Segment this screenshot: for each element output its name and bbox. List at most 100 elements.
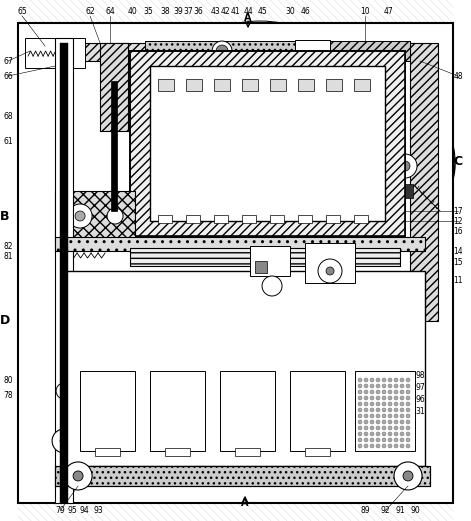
Text: 11: 11 (453, 277, 463, 286)
Circle shape (382, 408, 386, 412)
Circle shape (358, 444, 362, 448)
Circle shape (400, 408, 404, 412)
Circle shape (388, 396, 392, 400)
Text: 17: 17 (453, 206, 463, 216)
Circle shape (406, 420, 410, 424)
Circle shape (358, 402, 362, 406)
Text: 62: 62 (85, 7, 95, 16)
Bar (130, 248, 400, 266)
Bar (145, 41, 325, 61)
Circle shape (262, 276, 282, 296)
Circle shape (358, 438, 362, 442)
Circle shape (370, 396, 374, 400)
Circle shape (364, 432, 368, 436)
Circle shape (382, 402, 386, 406)
Circle shape (382, 384, 386, 388)
Circle shape (388, 402, 392, 406)
Bar (214, 79, 230, 91)
Circle shape (364, 426, 368, 430)
Circle shape (406, 378, 410, 382)
Circle shape (394, 426, 398, 430)
Circle shape (326, 267, 334, 275)
Circle shape (400, 161, 410, 171)
Circle shape (406, 384, 410, 388)
Bar (326, 79, 342, 91)
Bar (150, 371, 205, 451)
Text: 41: 41 (230, 7, 240, 16)
Bar (130, 51, 405, 236)
Text: 38: 38 (160, 7, 170, 16)
Circle shape (394, 420, 398, 424)
Text: A: A (244, 13, 252, 23)
Text: 46: 46 (300, 7, 310, 16)
Bar (355, 371, 415, 451)
Circle shape (388, 444, 392, 448)
Circle shape (394, 462, 422, 490)
Bar (95, 448, 120, 456)
Circle shape (394, 378, 398, 382)
Circle shape (394, 384, 398, 388)
Circle shape (364, 390, 368, 394)
Circle shape (400, 378, 404, 382)
Circle shape (370, 438, 374, 442)
Text: 12: 12 (453, 217, 463, 226)
Circle shape (358, 414, 362, 418)
Bar (326, 215, 340, 223)
Bar (80, 371, 135, 451)
Bar (242, 215, 256, 223)
Bar (55, 237, 425, 251)
Circle shape (370, 444, 374, 448)
Bar (354, 79, 370, 91)
Circle shape (358, 426, 362, 430)
Circle shape (376, 444, 380, 448)
Bar (295, 40, 330, 68)
Circle shape (394, 396, 398, 400)
Bar (250, 246, 290, 276)
Bar (100, 43, 128, 131)
Bar (305, 243, 355, 283)
Circle shape (364, 402, 368, 406)
Text: 40: 40 (127, 7, 137, 16)
Circle shape (370, 414, 374, 418)
Bar (111, 81, 117, 211)
Circle shape (394, 444, 398, 448)
Text: 98: 98 (415, 371, 425, 380)
Bar (186, 79, 202, 91)
Circle shape (358, 420, 362, 424)
Circle shape (364, 438, 368, 442)
Text: 14: 14 (453, 246, 463, 255)
Circle shape (406, 432, 410, 436)
Circle shape (370, 420, 374, 424)
Circle shape (364, 420, 368, 424)
Circle shape (212, 41, 232, 61)
Bar (145, 41, 325, 61)
Text: 96: 96 (415, 395, 425, 404)
Text: A: A (241, 498, 249, 508)
Bar (165, 448, 190, 456)
Text: 81: 81 (3, 252, 13, 260)
Text: 79: 79 (55, 506, 65, 515)
Circle shape (358, 396, 362, 400)
Bar (158, 215, 172, 223)
Bar (100, 43, 128, 131)
Circle shape (406, 414, 410, 418)
Bar (150, 66, 385, 221)
Bar (242, 79, 258, 91)
Circle shape (358, 378, 362, 382)
Text: 78: 78 (3, 391, 13, 401)
Circle shape (64, 462, 92, 490)
Circle shape (388, 432, 392, 436)
Bar (298, 79, 314, 91)
Circle shape (406, 426, 410, 430)
Bar (55, 466, 430, 486)
Circle shape (400, 414, 404, 418)
Bar (130, 51, 405, 236)
Circle shape (358, 408, 362, 412)
Text: 80: 80 (3, 377, 13, 386)
Circle shape (376, 420, 380, 424)
Circle shape (394, 408, 398, 412)
Text: 48: 48 (453, 71, 463, 81)
Circle shape (394, 414, 398, 418)
Circle shape (370, 408, 374, 412)
Circle shape (388, 414, 392, 418)
